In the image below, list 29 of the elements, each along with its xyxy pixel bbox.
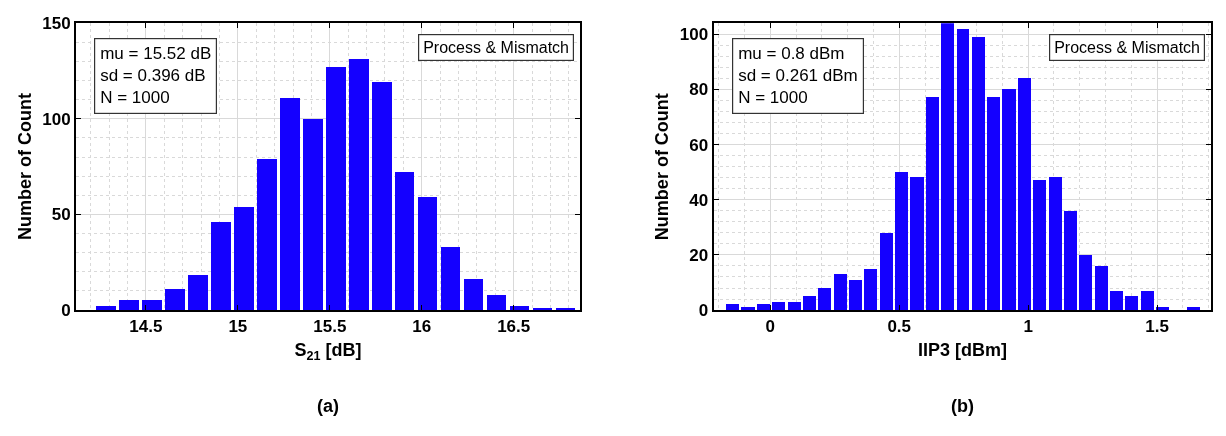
text: (b) [951,396,974,416]
y-tick-label: 100 [42,109,71,129]
x-axis-title: S$_{21}$ [dB] [294,340,362,363]
y-tick-label: 80 [689,80,709,100]
x-axis-title: IIP3 [dBm] [917,340,1007,361]
text: (a) [317,396,339,416]
y-tick-label: 150 [42,14,71,34]
y-tick-label: 0 [61,301,71,321]
x-tick-label: 0 [765,317,776,337]
x-tick-label: 0.5 [887,317,912,337]
x-tick-label: 14.5 [129,317,163,337]
x-tick-label: 16 [412,317,432,337]
x-tick-label: 1 [1023,317,1033,337]
x-tick-label: 1.5 [1145,317,1169,337]
y-tick-label: 100 [679,25,709,45]
y-tick-label: 40 [689,190,709,210]
annotation: Process & Mismatch [423,39,570,57]
annotation: mu = 0.8 dBm sd = 0.261 dBm N = 1000 [738,44,858,108]
y-axis-title: Number of Count [652,93,673,241]
y-axis-title: Number of Count [14,93,35,241]
y-tick-label: 60 [689,135,709,155]
y-tick-label: 0 [698,301,709,321]
annotation: mu = 15.52 dB sd = 0.396 dB N = 1000 [100,44,212,108]
x-tick-label: 16.5 [497,317,531,337]
x-tick-label: 15 [228,317,248,337]
annotation: Process & Mismatch [1054,39,1201,57]
x-tick-label: 15.5 [313,317,347,337]
y-tick-label: 20 [689,245,709,265]
y-tick-label: 50 [51,205,71,225]
